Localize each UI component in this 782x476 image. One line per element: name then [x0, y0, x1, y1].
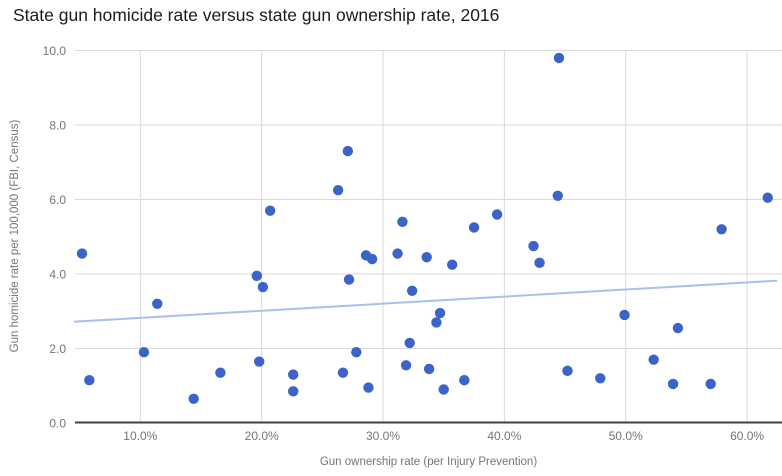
x-tick-label: 10.0%: [123, 429, 157, 443]
data-point[interactable]: [343, 274, 355, 285]
data-point[interactable]: [406, 285, 418, 296]
y-tick-label: 2.0: [49, 342, 66, 356]
data-point[interactable]: [251, 270, 263, 282]
data-point[interactable]: [257, 281, 269, 293]
data-point[interactable]: [351, 347, 362, 358]
data-point[interactable]: [705, 378, 716, 390]
data-point[interactable]: [76, 248, 88, 259]
data-point[interactable]: [152, 298, 163, 309]
x-tick-label: 30.0%: [366, 429, 400, 443]
data-point[interactable]: [431, 317, 442, 328]
y-tick-label: 8.0: [49, 119, 66, 133]
data-point[interactable]: [438, 384, 449, 395]
data-point[interactable]: [446, 259, 458, 270]
data-point[interactable]: [264, 205, 276, 216]
data-point[interactable]: [400, 360, 412, 371]
data-point[interactable]: [716, 224, 727, 235]
data-point[interactable]: [762, 192, 773, 203]
chart-title: State gun homicide rate versus state gun…: [13, 5, 500, 25]
data-point[interactable]: [534, 257, 545, 269]
data-point[interactable]: [254, 356, 265, 367]
x-tick-label: 60.0%: [730, 429, 764, 443]
data-point[interactable]: [363, 382, 374, 393]
data-point[interactable]: [188, 393, 199, 404]
data-point[interactable]: [397, 216, 408, 228]
data-point[interactable]: [404, 337, 415, 349]
x-tick-label: 50.0%: [609, 429, 643, 443]
data-point[interactable]: [672, 322, 684, 334]
data-point[interactable]: [332, 184, 344, 196]
data-point[interactable]: [434, 307, 446, 319]
trendline: [73, 279, 778, 323]
data-point[interactable]: [288, 369, 299, 380]
data-point[interactable]: [459, 374, 470, 386]
x-axis-title: Gun ownership rate (per Injury Preventio…: [319, 456, 538, 468]
data-point[interactable]: [468, 222, 480, 233]
data-point[interactable]: [528, 240, 539, 252]
data-point[interactable]: [648, 354, 659, 365]
data-point[interactable]: [667, 378, 679, 390]
y-tick-label: 6.0: [49, 193, 66, 207]
data-point[interactable]: [423, 363, 435, 375]
x-tick-label: 20.0%: [245, 429, 279, 443]
y-tick-label: 4.0: [49, 268, 66, 282]
data-point[interactable]: [337, 367, 349, 378]
data-point[interactable]: [619, 309, 630, 321]
data-point[interactable]: [552, 190, 563, 201]
data-point[interactable]: [366, 253, 378, 265]
data-point[interactable]: [342, 145, 354, 157]
data-point[interactable]: [595, 373, 606, 384]
data-point[interactable]: [288, 386, 299, 397]
x-tick-label: 40.0%: [487, 429, 521, 443]
data-point[interactable]: [215, 367, 226, 378]
data-point[interactable]: [138, 347, 150, 358]
data-point[interactable]: [491, 209, 503, 220]
data-point[interactable]: [562, 365, 573, 377]
y-tick-label: 0.0: [49, 417, 66, 431]
data-point[interactable]: [84, 374, 95, 386]
data-point[interactable]: [553, 52, 565, 64]
data-point[interactable]: [421, 252, 432, 263]
data-point[interactable]: [392, 248, 403, 259]
y-tick-label: 10.0: [43, 44, 67, 58]
